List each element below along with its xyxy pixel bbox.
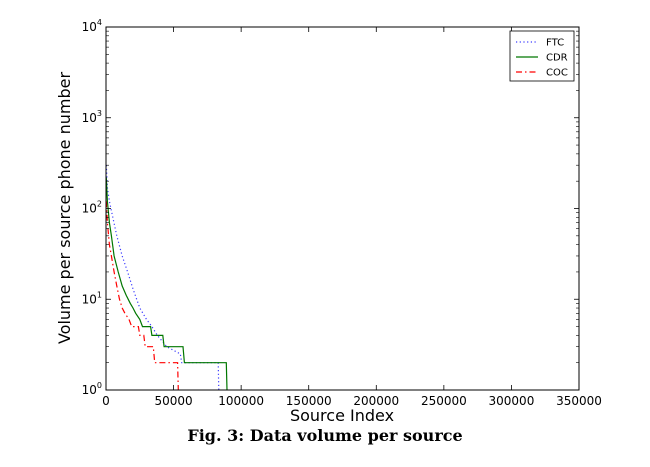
- series-line-cdr: [105, 177, 228, 391]
- x-tick-label: 300000: [489, 394, 535, 408]
- legend-label-cdr: CDR: [546, 53, 568, 64]
- plot-frame: [105, 26, 580, 391]
- figure-caption: Fig. 3: Data volume per source: [187, 426, 463, 445]
- legend-label-coc: COC: [546, 68, 568, 79]
- x-tick-label: 200000: [353, 394, 399, 408]
- legend-label-ftc: FTC: [546, 38, 564, 49]
- x-tick-label: 100000: [218, 394, 264, 408]
- x-tick-label: 150000: [286, 394, 332, 408]
- y-tick-label: 103: [82, 109, 102, 125]
- x-tick-label: 50000: [154, 394, 192, 408]
- legend-box: [509, 30, 575, 82]
- y-axis-label: Volume per source phone number: [55, 72, 74, 345]
- chart: 0 50000 100000 150000 200000 250000 300000 3500…: [55, 18, 602, 425]
- x-tick-label: 250000: [421, 394, 467, 408]
- y-tick-label: 100: [82, 381, 102, 397]
- y-tick-label: 104: [82, 18, 102, 34]
- legend: FTC CDR COC: [509, 30, 575, 82]
- x-tick-label: 350000: [556, 394, 602, 408]
- y-tick-label: 101: [82, 290, 102, 306]
- y-tick-label: 102: [82, 200, 102, 216]
- x-tick-label: 0: [102, 394, 110, 408]
- series-line-coc: [105, 201, 179, 391]
- series-layer: [105, 165, 228, 391]
- ticks-layer: 0 50000 100000 150000 200000 250000 300000 3500…: [82, 18, 602, 408]
- x-axis-label: Source Index: [290, 406, 394, 425]
- series-line-ftc: [105, 165, 220, 391]
